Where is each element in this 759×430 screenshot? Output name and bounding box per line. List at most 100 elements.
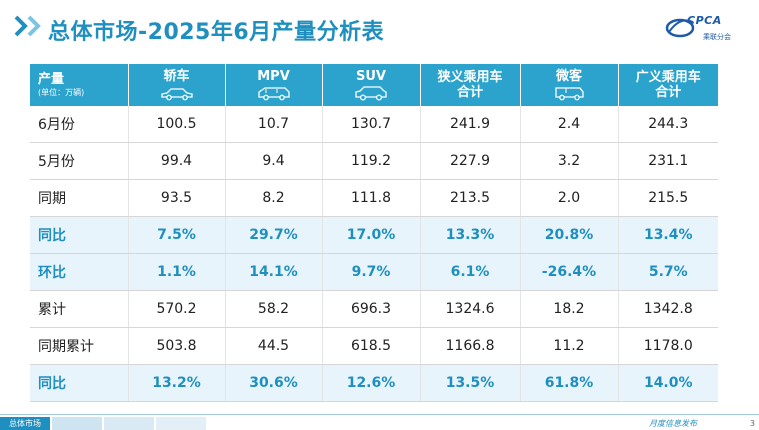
table-cell: 231.1 xyxy=(618,142,718,180)
table-cell: 1324.6 xyxy=(420,290,521,328)
column-label-line2: 合计 xyxy=(655,85,682,100)
table-cell: 8.2 xyxy=(225,179,323,217)
table-cell: 227.9 xyxy=(420,142,521,180)
table-cell: 17.0% xyxy=(322,216,421,254)
suv-icon xyxy=(355,86,387,101)
corner-header: 产量 (单位：万辆) xyxy=(30,64,129,106)
column-header-minivan: 微客 xyxy=(520,64,619,106)
column-header-sedan: 轿车 xyxy=(128,64,226,106)
table-cell: 119.2 xyxy=(322,142,421,180)
table-row: 6月份 100.5 10.7 130.7 241.9 2.4 244.3 xyxy=(30,106,718,143)
table-cell: 111.8 xyxy=(322,179,421,217)
table-cell: 215.5 xyxy=(618,179,718,217)
footer-divider xyxy=(0,414,759,415)
column-header-suv: SUV xyxy=(322,64,421,106)
page-title: 总体市场-2025年6月产量分析表 xyxy=(48,20,385,45)
row-label: 同比 xyxy=(30,364,129,402)
row-label: 同期 xyxy=(30,179,129,217)
table-cell: 618.5 xyxy=(322,327,421,365)
column-label: 广义乘用车 xyxy=(635,70,701,85)
table-cell: 14.1% xyxy=(225,253,323,291)
table-row: 同期 93.5 8.2 111.8 213.5 2.0 215.5 xyxy=(30,179,718,217)
table-cell: 61.8% xyxy=(520,364,619,402)
production-table: 产量 (单位：万辆) 轿车 MPV xyxy=(30,64,718,402)
table-cell: 44.5 xyxy=(225,327,323,365)
column-label: MPV xyxy=(257,69,290,84)
table-cell: 100.5 xyxy=(128,106,226,143)
tab-placeholder-3[interactable] xyxy=(104,417,154,430)
chevron-right-icon xyxy=(14,15,28,37)
table-cell: 12.6% xyxy=(322,364,421,402)
row-label: 累计 xyxy=(30,290,129,328)
table-cell: 503.8 xyxy=(128,327,226,365)
table-cell: 2.0 xyxy=(520,179,619,217)
table-cell: 99.4 xyxy=(128,142,226,180)
chevron-right-icon xyxy=(27,15,41,37)
table-cell: 20.8% xyxy=(520,216,619,254)
table-row: 同比 7.5% 29.7% 17.0% 13.3% 20.8% 13.4% xyxy=(30,216,718,254)
table-cell: 13.4% xyxy=(618,216,718,254)
table-cell: 3.2 xyxy=(520,142,619,180)
column-header-narrow-total: 狭义乘用车 合计 xyxy=(420,64,521,106)
column-label: SUV xyxy=(356,69,386,84)
table-row: 环比 1.1% 14.1% 9.7% 6.1% -26.4% 5.7% xyxy=(30,253,718,291)
logo-subtext: 乘联分会 xyxy=(703,33,731,41)
column-header-broad-total: 广义乘用车 合计 xyxy=(618,64,718,106)
table-cell: 5.7% xyxy=(618,253,718,291)
row-label: 环比 xyxy=(30,253,129,291)
column-label: 轿车 xyxy=(163,69,190,84)
table-cell: 10.7 xyxy=(225,106,323,143)
table-cell: 7.5% xyxy=(128,216,226,254)
table-cell: 213.5 xyxy=(420,179,521,217)
table-row: 5月份 99.4 9.4 119.2 227.9 3.2 231.1 xyxy=(30,142,718,180)
page-header: 总体市场-2025年6月产量分析表 CPCA 乘联分会 xyxy=(0,0,759,60)
table-row: 累计 570.2 58.2 696.3 1324.6 18.2 1342.8 xyxy=(30,290,718,328)
table-cell: 570.2 xyxy=(128,290,226,328)
row-label: 同比 xyxy=(30,216,129,254)
table-body: 6月份 100.5 10.7 130.7 241.9 2.4 244.3 5月份 99.4 9.4… xyxy=(30,106,718,402)
cpca-logo: CPCA 乘联分会 xyxy=(665,10,741,46)
table-cell: 1.1% xyxy=(128,253,226,291)
table-cell: 18.2 xyxy=(520,290,619,328)
table-cell: 6.1% xyxy=(420,253,521,291)
tab-overall-market[interactable]: 总体市场 xyxy=(0,417,50,430)
sedan-icon xyxy=(160,88,193,101)
column-label-line2: 合计 xyxy=(456,85,483,100)
tab-placeholder-4[interactable] xyxy=(156,417,206,430)
table-cell: 11.2 xyxy=(520,327,619,365)
row-label: 6月份 xyxy=(30,106,129,143)
table-cell: 130.7 xyxy=(322,106,421,143)
table-cell: 13.2% xyxy=(128,364,226,402)
van-icon xyxy=(555,87,584,101)
logo-swoosh-icon xyxy=(665,18,695,38)
table-cell: 1178.0 xyxy=(618,327,718,365)
table-cell: 1166.8 xyxy=(420,327,521,365)
table-cell: 58.2 xyxy=(225,290,323,328)
logo-text: CPCA xyxy=(687,14,722,27)
column-header-mpv: MPV xyxy=(225,64,323,106)
page-footer: 总体市场 月度信息发布 3 xyxy=(0,408,759,430)
column-label: 微客 xyxy=(555,69,582,84)
table-cell: 14.0% xyxy=(618,364,718,402)
table-cell: 244.3 xyxy=(618,106,718,143)
corner-label: 产量 xyxy=(38,72,65,87)
table-cell: 93.5 xyxy=(128,179,226,217)
release-label: 月度信息发布 xyxy=(649,419,697,428)
tab-placeholder-2[interactable] xyxy=(52,417,102,430)
mpv-icon xyxy=(257,87,290,101)
table-cell: 30.6% xyxy=(225,364,323,402)
table-cell: 241.9 xyxy=(420,106,521,143)
unit-label: (单位：万辆) xyxy=(38,88,85,97)
table-cell: 13.5% xyxy=(420,364,521,402)
table-cell: 13.3% xyxy=(420,216,521,254)
table-cell: 9.4 xyxy=(225,142,323,180)
row-label: 同期累计 xyxy=(30,327,129,365)
table-cell: 9.7% xyxy=(322,253,421,291)
table-cell: 1342.8 xyxy=(618,290,718,328)
column-label: 狭义乘用车 xyxy=(437,70,503,85)
table-cell: -26.4% xyxy=(520,253,619,291)
table-row: 同期累计 503.8 44.5 618.5 1166.8 11.2 1178.0 xyxy=(30,327,718,365)
page-number: 3 xyxy=(749,419,755,428)
table-cell: 2.4 xyxy=(520,106,619,143)
table-row: 同比 13.2% 30.6% 12.6% 13.5% 61.8% 14.0% xyxy=(30,364,718,402)
